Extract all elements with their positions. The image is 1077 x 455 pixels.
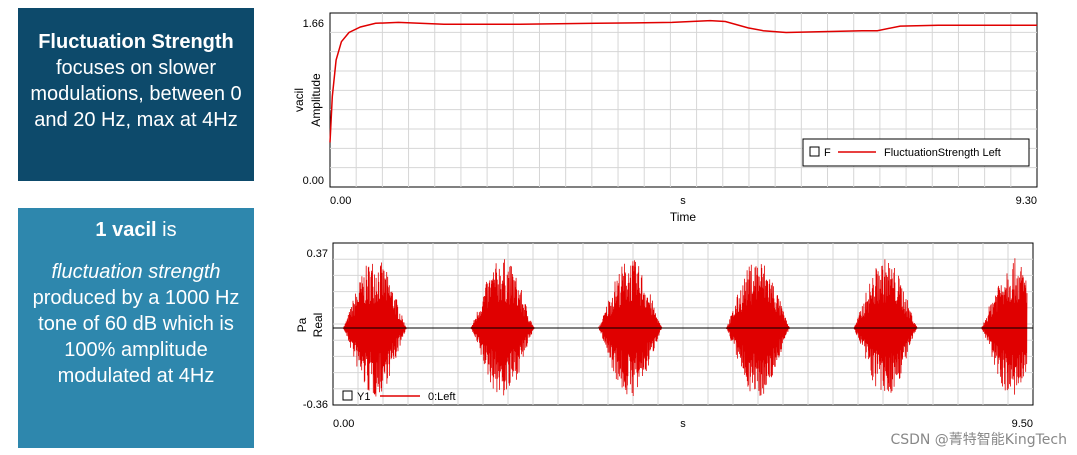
chart1-x-axis-label: Time [670,210,697,224]
watermark: CSDN @菁特智能KingTech [890,432,1067,448]
chart1-legend: F FluctuationStrength Left [802,138,1030,167]
chart1-fluctuation-trace [329,19,1037,143]
chart2-y-axis-label: Real [311,313,325,338]
chart2-legend-marker-label: Y1 [357,391,370,403]
fluctuation-strength-chart: 1.66 0.00 0.00 9.30 s Time vacil Amplitu… [292,12,1038,224]
chart1-ytick-top: 1.66 [303,18,324,30]
box2-text: produced by a 1000 Hz tone of 60 dB whic… [32,287,240,387]
fluctuation-strength-info-box: Fluctuation Strength focuses on slower m… [18,8,254,181]
chart2-ytick-top: 0.37 [307,248,328,260]
chart2-x-unit: s [680,418,686,430]
chart2-xtick-start: 0.00 [333,418,354,430]
chart2-xtick-end: 9.50 [1012,418,1033,430]
chart2-legend: Y1 0:Left [342,390,456,403]
chart1-y-unit: vacil [292,88,306,112]
chart1-legend-series-name: FluctuationStrength Left [884,147,1001,159]
box2-italic-term: fluctuation strength [51,261,221,283]
box1-text: focuses on slower modulations, between 0… [30,57,242,131]
chart1-legend-marker-label: F [824,147,831,159]
vacil-definition-box: 1 vacil is fluctuation strength produced… [18,208,254,448]
waveform-chart: 0.37 -0.36 0.00 9.50 s Pa Real Y1 0:Left [295,242,1034,430]
chart2-grid [333,243,1033,405]
chart1-x-unit: s [680,195,686,207]
chart2-legend-checkbox [342,390,353,401]
chart1-xtick-start: 0.00 [330,195,351,207]
chart1-y-axis-label: Amplitude [309,73,323,127]
chart1-legend-checkbox [809,146,820,157]
box2-is: is [156,219,177,241]
chart1-ytick-bottom: 0.00 [303,175,324,187]
chart1-xtick-end: 9.30 [1016,195,1037,207]
chart2-ytick-bottom: -0.36 [303,399,328,411]
box1-bold-term: Fluctuation Strength [38,31,234,53]
box2-bold-term: 1 vacil [95,219,157,241]
chart2-y-unit: Pa [295,317,309,332]
chart2-legend-series-name: 0:Left [428,391,456,403]
